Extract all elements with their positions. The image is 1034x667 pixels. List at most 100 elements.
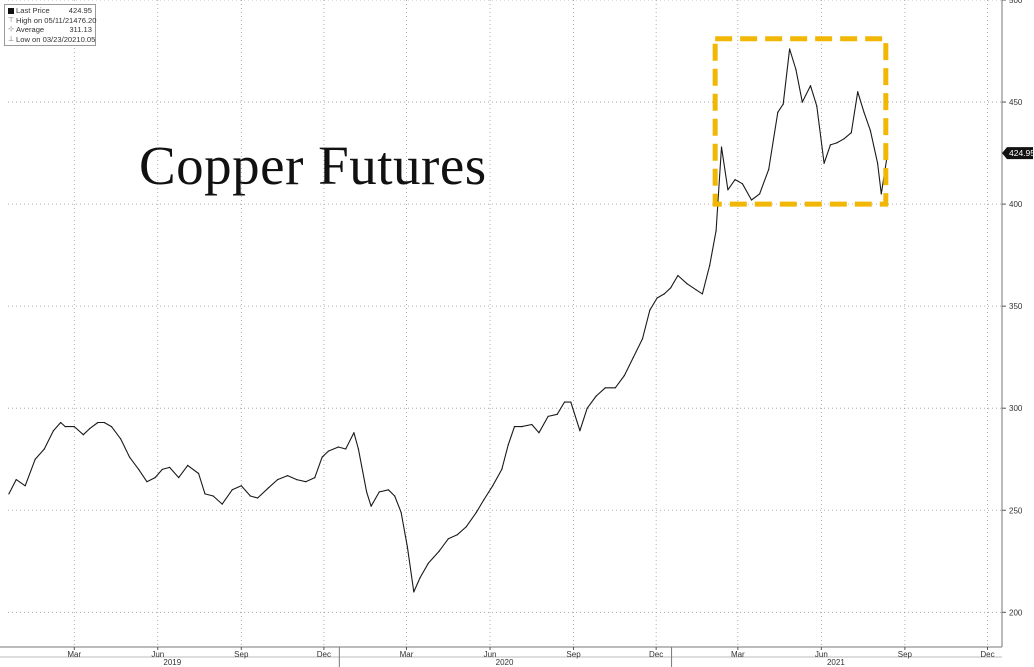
data-point (240, 485, 242, 487)
legend-value: 424.95 (68, 6, 92, 15)
data-point (161, 468, 163, 470)
y-tick-label: 400 (1009, 200, 1023, 209)
data-point (538, 432, 540, 434)
legend-value: 210.05 (72, 34, 96, 44)
data-point (138, 468, 140, 470)
data-point (287, 475, 289, 477)
x-tick-label: Dec (649, 650, 663, 659)
data-point (24, 485, 26, 487)
data-point (701, 293, 704, 295)
data-point (82, 434, 84, 436)
data-point (586, 407, 588, 409)
data-point (727, 189, 729, 191)
data-point (734, 179, 736, 181)
data-point (563, 401, 566, 403)
data-point (465, 526, 467, 528)
data-point (314, 477, 316, 479)
grid-lines (8, 0, 1002, 647)
x-tick-label: Dec (980, 650, 994, 659)
data-point (663, 293, 665, 295)
data-point (759, 193, 761, 195)
data-point (579, 430, 581, 432)
y-tick-label: 250 (1009, 506, 1023, 515)
legend-value: 311.13 (69, 25, 92, 35)
data-point (438, 550, 440, 552)
legend-label: High on 05/11/21 (16, 15, 74, 25)
data-point (768, 168, 770, 170)
x-tick-label: Mar (731, 650, 745, 659)
data-point (823, 162, 825, 164)
data-point (89, 428, 91, 430)
x-tick-label: Sep (234, 650, 249, 659)
chart-title: Copper Futures (139, 135, 487, 196)
data-point (187, 464, 189, 466)
data-point (406, 546, 408, 548)
data-point (492, 485, 494, 487)
tag-layer: 424.95 (1002, 147, 1034, 160)
low-marker-icon: ⊥ (8, 35, 15, 43)
legend-value: 476.20 (73, 15, 97, 25)
year-label: 2021 (827, 658, 845, 667)
data-point (741, 183, 744, 185)
high-marker-icon: ⊤ (8, 16, 15, 24)
data-point (103, 421, 105, 424)
data-point (378, 491, 380, 493)
x-tick-label: Mar (400, 650, 414, 659)
year-label: 2020 (496, 658, 514, 667)
data-point (656, 297, 658, 299)
data-point (73, 426, 75, 428)
data-point (277, 479, 279, 481)
data-point (8, 493, 10, 495)
data-point (836, 142, 838, 144)
data-point (857, 91, 859, 93)
data-point (427, 562, 429, 564)
data-point (850, 132, 852, 134)
y-tick-label: 500 (1009, 0, 1023, 5)
data-point (345, 448, 347, 450)
highlight-layer (712, 36, 889, 207)
data-point (370, 505, 372, 507)
data-point (695, 289, 697, 291)
x-tick-label: Jun (151, 650, 164, 659)
legend: Last Price 424.95 ⊤ High on 05/11/21 476.… (4, 4, 97, 46)
last-price-tag (1002, 147, 1033, 160)
data-point (34, 458, 36, 460)
average-marker-icon: ⊹ (8, 26, 14, 34)
last-price-tag-label: 424.95 (1009, 148, 1034, 158)
legend-item-low: ⊥ Low on 03/23/20 210.05 (8, 34, 96, 45)
data-point (357, 448, 359, 450)
data-point (795, 68, 797, 70)
data-point (483, 499, 485, 501)
data-point (231, 489, 233, 491)
data-point (750, 199, 753, 201)
data-point (880, 193, 882, 195)
data-point (556, 413, 558, 415)
data-point (296, 479, 298, 481)
data-point (720, 146, 723, 148)
x-tick-label: Dec (317, 650, 331, 659)
data-point (877, 162, 879, 164)
data-point (782, 103, 784, 105)
data-point (843, 138, 845, 140)
data-point (321, 456, 323, 458)
legend-label: Average (16, 25, 45, 35)
data-point (816, 105, 818, 107)
data-point (249, 495, 251, 497)
data-point (60, 421, 62, 424)
data-point (686, 283, 688, 285)
data-point (413, 591, 415, 593)
data-point (501, 468, 503, 470)
data-point (869, 130, 872, 132)
data-point (387, 489, 389, 491)
filled-square-icon (8, 7, 14, 14)
data-point (267, 487, 270, 489)
data-point (110, 426, 113, 428)
data-point (337, 446, 339, 448)
data-point (709, 264, 711, 266)
y-tick-label: 350 (1009, 302, 1023, 311)
x-tick-label: Jun (484, 650, 497, 659)
data-point (521, 426, 523, 428)
data-point (204, 493, 206, 495)
